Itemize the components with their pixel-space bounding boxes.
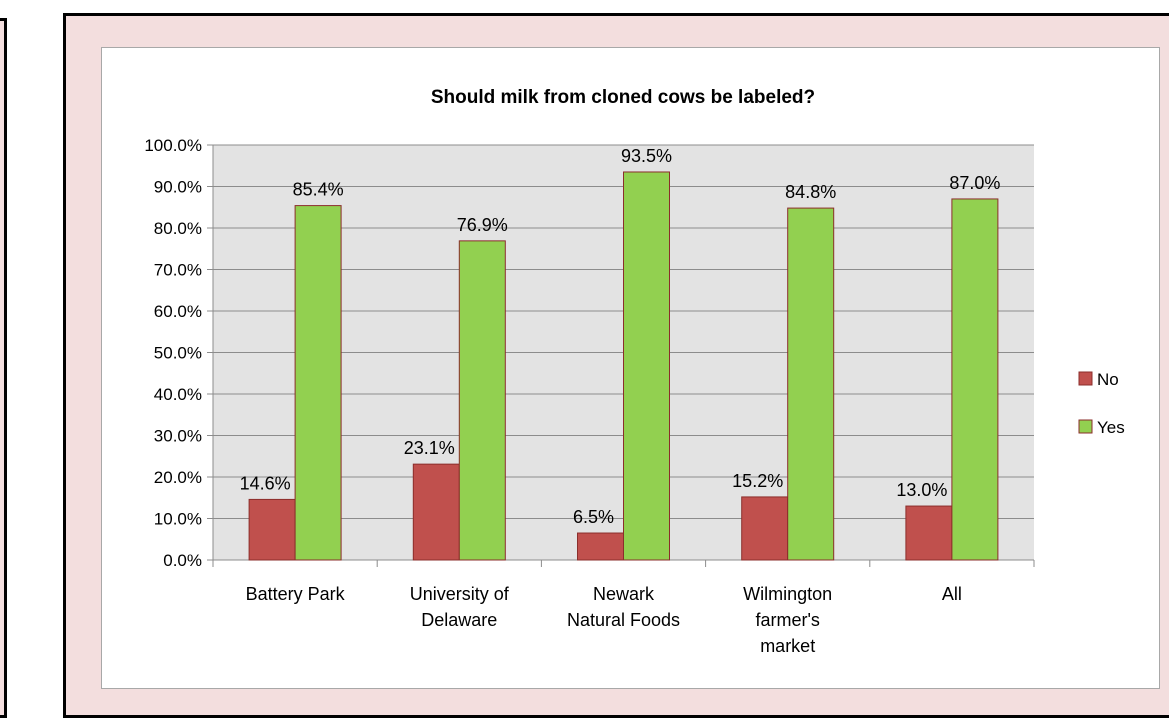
bar-yes xyxy=(623,171,670,561)
category-label-line: Natural Foods xyxy=(567,610,680,630)
legend-swatch-no xyxy=(1078,371,1093,386)
y-tick-label: 50.0% xyxy=(154,344,202,363)
bar-yes xyxy=(294,205,342,561)
data-label-no: 14.6% xyxy=(240,473,291,493)
category-label-line: Newark xyxy=(593,584,655,604)
data-label-yes: 93.5% xyxy=(621,146,672,166)
y-tick-label: 100.0% xyxy=(144,136,202,155)
data-label-no: 13.0% xyxy=(896,480,947,500)
bar-yes xyxy=(458,240,506,561)
legend-swatch-yes xyxy=(1078,419,1093,434)
category-label-line: All xyxy=(942,584,962,604)
data-labels: 14.6% 85.4% 23.1% 76.9% 6.5% 93.5% 15.2% 84.8% 1… xyxy=(240,146,1001,527)
y-tick-label: 30.0% xyxy=(154,427,202,446)
bar-no xyxy=(412,463,460,561)
bar-yes xyxy=(951,198,999,561)
data-label-no: 6.5% xyxy=(573,507,614,527)
bar-yes xyxy=(787,207,835,561)
category-label-line: Battery Park xyxy=(246,584,346,604)
y-tick-label: 20.0% xyxy=(154,468,202,487)
y-tick-label: 70.0% xyxy=(154,261,202,280)
category-label: All xyxy=(942,584,962,604)
bar-no xyxy=(741,496,789,561)
category-label-line: University of xyxy=(410,584,510,604)
y-tick-label: 80.0% xyxy=(154,219,202,238)
category-label: Battery Park xyxy=(246,584,346,604)
bar-no xyxy=(905,505,953,561)
category-label-line: market xyxy=(760,636,815,656)
y-tick-label: 40.0% xyxy=(154,385,202,404)
data-label-yes: 76.9% xyxy=(457,215,508,235)
bar-no xyxy=(577,532,624,561)
legend-label-yes: Yes xyxy=(1097,418,1125,437)
bar-no xyxy=(248,498,296,561)
data-label-yes: 84.8% xyxy=(785,182,836,202)
legend-label-no: No xyxy=(1097,370,1119,389)
y-tick-label: 10.0% xyxy=(154,510,202,529)
data-label-no: 15.2% xyxy=(732,471,783,491)
x-axis-ticks xyxy=(212,560,1035,567)
chart-title: Should milk from cloned cows be labeled? xyxy=(431,87,815,108)
data-label-no: 23.1% xyxy=(404,438,455,458)
data-label-yes: 85.4% xyxy=(293,180,344,200)
category-label: University of Delaware xyxy=(410,584,510,630)
y-tick-label: 0.0% xyxy=(163,551,202,570)
y-tick-label: 60.0% xyxy=(154,302,202,321)
y-axis-ticks: 0.0% 10.0% 20.0% 30.0% 40.0% 50.0% 60.0% 70.0% 8… xyxy=(144,136,1034,570)
category-label: Newark Natural Foods xyxy=(567,584,680,630)
data-label-yes: 87.0% xyxy=(949,173,1000,193)
legend: No Yes xyxy=(1078,370,1125,437)
category-label-line: Delaware xyxy=(421,610,497,630)
category-label-line: Wilmington xyxy=(743,584,832,604)
y-tick-label: 90.0% xyxy=(154,178,202,197)
category-label-line: farmer's xyxy=(755,610,819,630)
category-label: Wilmington farmer's market xyxy=(743,584,832,656)
bars xyxy=(248,171,999,561)
